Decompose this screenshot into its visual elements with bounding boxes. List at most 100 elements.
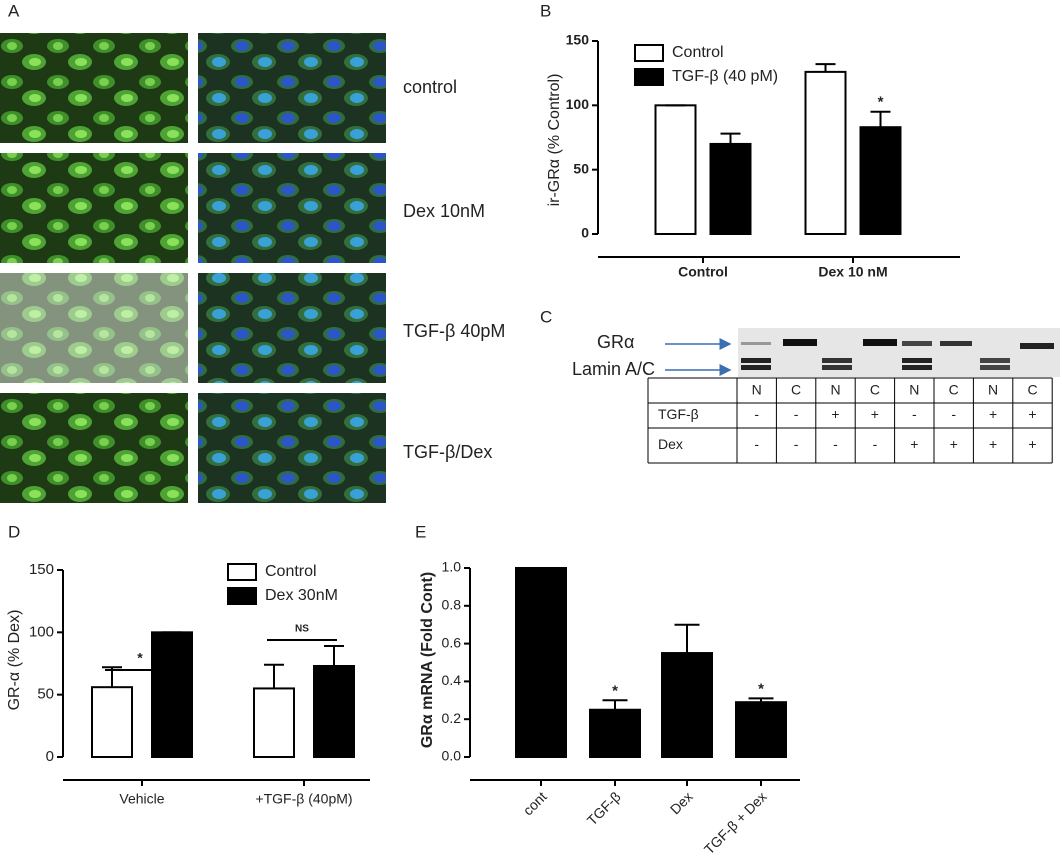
table-header: N (909, 382, 919, 398)
table-cell: + (950, 436, 958, 452)
x-tick-label: Dex (667, 788, 696, 817)
error-bar (674, 623, 700, 654)
micrographs (0, 33, 386, 503)
y-axis-label: GR-α (% Dex) (6, 610, 23, 711)
table-cell: + (910, 436, 918, 452)
table-cell: - (794, 406, 799, 422)
bar (804, 70, 847, 235)
bar (91, 686, 133, 758)
y-tick-label: 0.0 (442, 748, 462, 764)
x-tick-label: +TGF-β (40pM) (255, 791, 352, 807)
band (902, 358, 932, 363)
bar (151, 631, 193, 758)
y-tick-label: 0.8 (442, 597, 462, 613)
y-tick-label: 0.4 (442, 672, 462, 688)
band (822, 365, 852, 370)
micrograph-label: Dex 10nM (403, 201, 485, 221)
table-cell: - (754, 436, 759, 452)
band (741, 342, 771, 345)
y-tick-label: 0 (46, 748, 54, 765)
micrograph (198, 33, 386, 143)
y-tick-label: 100 (29, 623, 54, 640)
bar (859, 126, 902, 235)
micrograph (0, 153, 188, 263)
panel-label: A (8, 1, 20, 20)
table-header: C (949, 382, 959, 398)
legend-swatch (634, 44, 664, 62)
y-tick-label: 50 (573, 160, 589, 176)
micrograph (0, 393, 188, 503)
x-tick-label: Dex 10 nM (818, 264, 887, 280)
band (741, 365, 771, 370)
x-tick-label: TGF-β (584, 788, 624, 828)
table-cell: + (831, 406, 839, 422)
error-bar (720, 132, 741, 144)
y-tick-label: 1.0 (442, 559, 462, 575)
micrograph-label: TGF-β 40pM (403, 321, 505, 341)
significance: * (878, 94, 884, 111)
error-bar (324, 645, 344, 666)
bar (661, 652, 713, 758)
legend-swatch (634, 68, 664, 86)
table-cell: - (912, 406, 917, 422)
table-cell: + (1028, 436, 1036, 452)
error-bar (815, 63, 836, 72)
error-bar (870, 110, 891, 128)
y-tick-label: 0.2 (442, 710, 462, 726)
band (980, 365, 1010, 370)
micrograph (198, 153, 386, 263)
micrograph (198, 273, 386, 383)
band (822, 358, 852, 363)
micrograph (0, 273, 188, 383)
panel-label: D (8, 522, 20, 541)
bracket-label: * (137, 650, 143, 666)
band (902, 341, 932, 346)
y-tick-label: 0 (581, 225, 589, 241)
table-header: C (870, 382, 880, 398)
table-row-label: Dex (658, 436, 683, 452)
bar (654, 104, 697, 236)
error-bar (602, 699, 628, 710)
table-cell: + (989, 406, 997, 422)
table-header: C (791, 382, 801, 398)
legend-label: Control (672, 44, 724, 61)
table-header: N (988, 382, 998, 398)
bracket-label: NS (295, 624, 309, 635)
table-cell: - (794, 436, 799, 452)
x-tick-label: Control (678, 264, 728, 280)
table-cell: + (989, 436, 997, 452)
y-axis-label: ir-GRα (% Control) (546, 74, 563, 207)
micrograph-label: control (403, 77, 457, 97)
legend-label: Control (265, 563, 317, 580)
band (1020, 343, 1054, 349)
band (863, 339, 897, 346)
panel-label: E (415, 522, 426, 541)
bar (515, 567, 567, 758)
table-cell: - (951, 406, 956, 422)
band (940, 341, 972, 346)
legend-label: Dex 30nM (265, 587, 338, 604)
band (980, 358, 1010, 363)
x-tick-label: TGF-β + Dex (701, 788, 770, 857)
table-cell: + (1028, 406, 1036, 422)
x-tick-label: Vehicle (119, 791, 164, 807)
band-label: GRα (597, 332, 634, 352)
y-tick-label: 0.6 (442, 634, 462, 650)
bar (313, 664, 355, 759)
table-cell: - (873, 436, 878, 452)
band-label: Lamin A/C (572, 359, 655, 379)
bar (735, 701, 787, 759)
y-tick-label: 100 (566, 96, 590, 112)
table-header: N (830, 382, 840, 398)
band (902, 365, 932, 370)
micrograph (198, 393, 386, 503)
band (741, 358, 771, 363)
panel-label: B (540, 1, 551, 20)
panel-label: C (540, 307, 552, 326)
legend-swatch (227, 587, 257, 605)
error-bar (748, 697, 774, 703)
table-cell: + (871, 406, 879, 422)
legend-swatch (227, 563, 257, 581)
table-header: N (752, 382, 762, 398)
